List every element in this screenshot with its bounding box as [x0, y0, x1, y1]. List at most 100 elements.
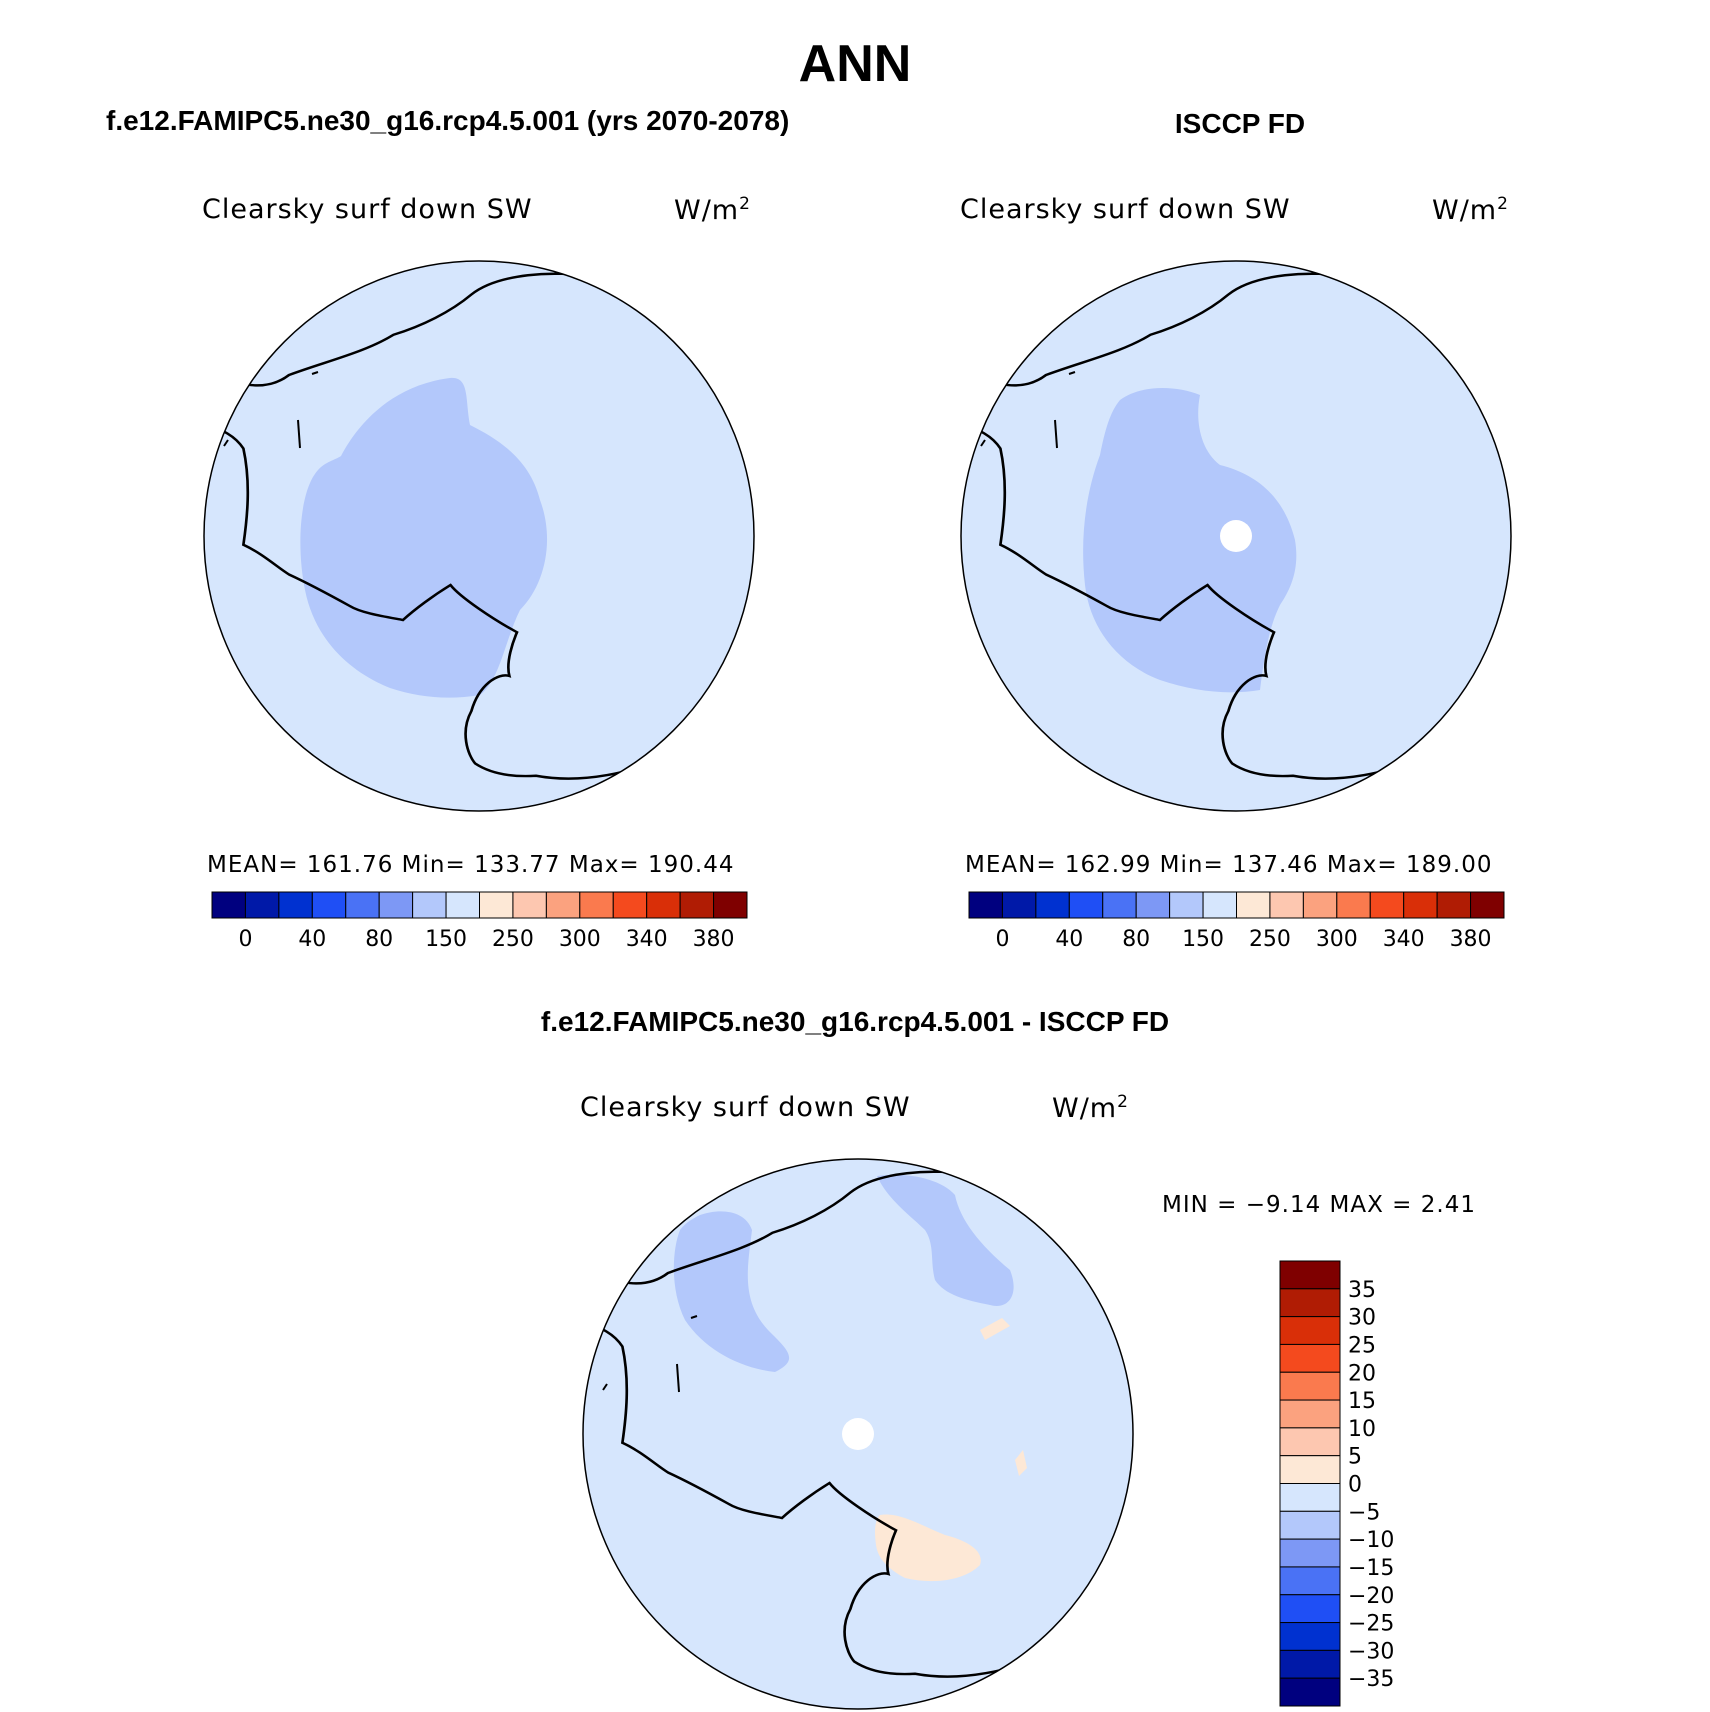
panel2-colorbar-swatch: [1403, 891, 1438, 919]
panel1-colorbar-tick-label: 40: [298, 927, 326, 952]
panel2-colorbar-swatch: [1001, 891, 1037, 919]
panel1-colorbar-swatch: [646, 891, 681, 919]
panel2-stats: MEAN= 162.99 Min= 137.46 Max= 189.00: [965, 852, 1493, 878]
panel2-units: W/m2: [1432, 194, 1509, 226]
panel1-colorbar-swatch: [244, 891, 280, 919]
panel2-colorbar-swatch: [968, 891, 1003, 919]
panel2-colorbar-tick-label: 0: [995, 927, 1009, 952]
panel2-colorbar: 0 40 80 150 250 300 340 380: [968, 891, 1505, 952]
panel2-colorbar-tick-label: 150: [1182, 927, 1224, 952]
panel1-colorbar-swatch: [512, 891, 547, 919]
main-title: ANN: [798, 35, 912, 93]
diff-colorbar-swatch: [1279, 1427, 1341, 1457]
panel1-stats: MEAN= 161.76 Min= 133.77 Max= 190.44: [207, 852, 735, 878]
diff-colorbar-swatch: [1279, 1316, 1341, 1345]
panel2-variable: Clearsky surf down SW: [960, 194, 1291, 225]
panel2-colorbar-tick-label: 250: [1249, 927, 1291, 952]
panel1-units: W/m2: [674, 194, 751, 226]
panel1-colorbar-swatch: [545, 891, 581, 919]
diff-missing-pole: [842, 1418, 874, 1450]
panel1-colorbar-swatch: [479, 891, 514, 919]
panel1-low-region: [300, 377, 548, 698]
diff-colorbar-tick-label: 20: [1348, 1361, 1376, 1386]
panel1-map: [204, 261, 754, 811]
panel1-colorbar-tick-label: 150: [425, 927, 467, 952]
diff-colorbar-swatch: [1279, 1288, 1341, 1318]
panel1-colorbar-tick-label: 80: [365, 927, 393, 952]
panel1-colorbar-tick-label: 250: [492, 927, 534, 952]
panel1-colorbar: 0 40 80 150 250 300 340 380: [211, 891, 748, 952]
diff-map: [583, 1159, 1133, 1709]
diff-colorbar-tick-label: −20: [1348, 1584, 1394, 1609]
diff-positive-patch: [980, 1318, 1010, 1340]
panel1-island-1: [223, 371, 319, 449]
diff-colorbar-swatch: [1279, 1343, 1341, 1373]
panel1-colorbar-swatch: [211, 891, 246, 919]
panel2-colorbar-tick-label: 80: [1122, 927, 1150, 952]
panel2-colorbar-swatch: [1470, 891, 1505, 919]
diff-colorbar-swatch: [1279, 1260, 1341, 1290]
diff-colorbar-tick-label: −35: [1348, 1667, 1394, 1692]
panel1-colorbar-tick-label: 380: [693, 927, 735, 952]
panel2-colorbar-swatch: [1369, 891, 1405, 919]
diff-colorbar-tick-label: 15: [1348, 1389, 1376, 1414]
diff-colorbar-swatch: [1279, 1622, 1341, 1651]
panel2-missing-pole: [1220, 520, 1252, 552]
diff-colorbar-tick-label: −5: [1348, 1500, 1380, 1525]
diff-colorbar-swatch: [1279, 1510, 1341, 1540]
panel2-colorbar-swatch: [1068, 891, 1104, 919]
panel2-colorbar-tick-label: 40: [1055, 927, 1083, 952]
diff-panel-title: f.e12.FAMIPC5.ne30_g16.rcp4.5.001 - ISCC…: [540, 1006, 1170, 1037]
panel2-colorbar-swatch: [1135, 891, 1171, 919]
diff-colorbar-tick-label: 35: [1348, 1278, 1376, 1303]
panel1-colorbar-swatch: [311, 891, 347, 919]
diff-island-1: [602, 1315, 698, 1393]
panel1-colorbar-swatch: [579, 891, 614, 919]
diff-colorbar-tick-label: 10: [1348, 1417, 1376, 1442]
panel2-colorbar-swatch: [1202, 891, 1237, 919]
diff-colorbar-swatch: [1279, 1566, 1341, 1596]
panel2-map: [961, 261, 1511, 811]
panel2-colorbar-tick-label: 380: [1450, 927, 1492, 952]
diff-variable: Clearsky surf down SW: [580, 1092, 911, 1123]
panel1-colorbar-swatch: [278, 891, 313, 919]
diff-colorbar-tick-label: −25: [1348, 1612, 1394, 1637]
diff-colorbar-swatch: [1279, 1677, 1341, 1707]
diff-colorbar-tick-label: 25: [1348, 1333, 1376, 1358]
panel2-colorbar-swatch: [1035, 891, 1070, 919]
panel1-colorbar-tick-label: 300: [559, 927, 601, 952]
panel1-colorbar-swatch: [612, 891, 648, 919]
diff-low-region-left: [673, 1211, 790, 1372]
panel1-colorbar-swatch: [378, 891, 414, 919]
panel1-variable: Clearsky surf down SW: [202, 194, 533, 225]
panel2-colorbar-swatch: [1236, 891, 1271, 919]
panel2-colorbar-tick-label: 340: [1383, 927, 1425, 952]
diff-stats: MIN = −9.14 MAX = 2.41: [1162, 1192, 1476, 1218]
diff-positive-patch-2: [1015, 1450, 1027, 1476]
diff-colorbar-tick-label: −15: [1348, 1556, 1394, 1581]
diff-colorbar-tick-label: −10: [1348, 1528, 1394, 1553]
diff-colorbar-tick-label: 30: [1348, 1306, 1376, 1331]
panel1-colorbar-swatch: [713, 891, 748, 919]
panel2-colorbar-swatch: [1169, 891, 1204, 919]
diff-positive-region: [875, 1514, 981, 1582]
panel2-island-1: [980, 371, 1076, 449]
panel1-colorbar-swatch: [412, 891, 447, 919]
diff-colorbar-swatch: [1279, 1649, 1341, 1679]
diff-colorbar-swatch: [1279, 1371, 1341, 1401]
panel1-title: f.e12.FAMIPC5.ne30_g16.rcp4.5.001 (yrs 2…: [106, 105, 790, 136]
panel1-colorbar-tick-label: 0: [238, 927, 252, 952]
diff-colorbar-swatch: [1279, 1483, 1341, 1512]
panel2-colorbar-swatch: [1269, 891, 1304, 919]
diff-colorbar-swatch: [1279, 1455, 1341, 1484]
panel1-colorbar-swatch: [679, 891, 715, 919]
panel1-colorbar-swatch: [445, 891, 480, 919]
diff-colorbar-swatch: [1279, 1538, 1341, 1568]
diff-colorbar-tick-label: 5: [1348, 1445, 1362, 1470]
panel2-colorbar-swatch: [1336, 891, 1371, 919]
diff-colorbar-tick-label: −30: [1348, 1639, 1394, 1664]
diff-units: W/m2: [1052, 1092, 1129, 1124]
diff-colorbar-swatch: [1279, 1594, 1341, 1624]
